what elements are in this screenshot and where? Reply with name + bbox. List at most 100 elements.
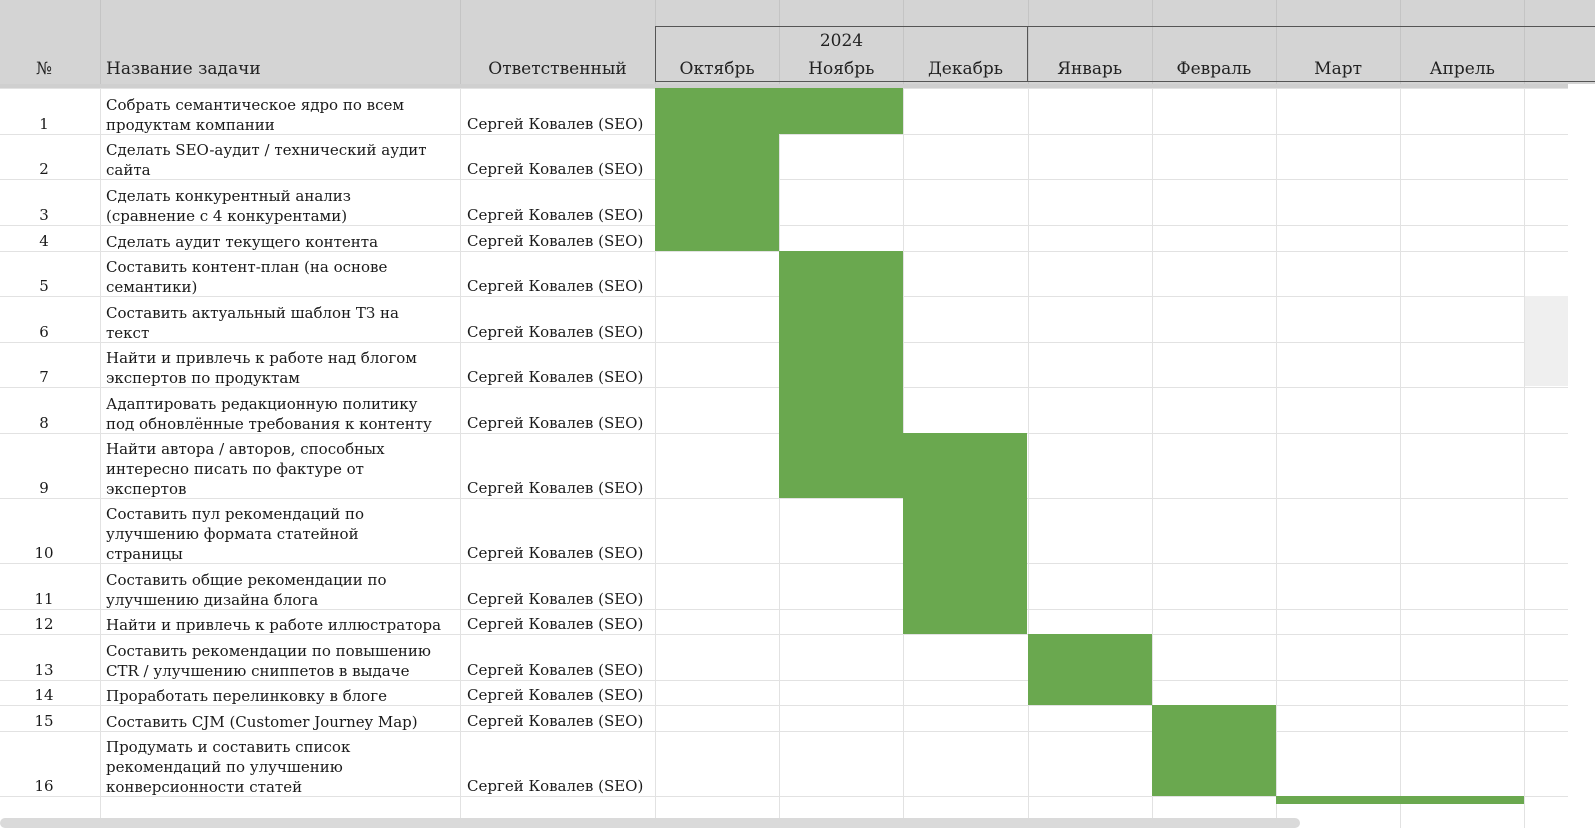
task-name-cell[interactable]: Сделать аудит текущего контента xyxy=(106,233,379,251)
row-number-cell[interactable]: 6 xyxy=(39,323,49,341)
owner-cell[interactable]: Сергей Ковалев (SEO) xyxy=(467,479,644,497)
gantt-bar xyxy=(1028,680,1152,705)
row-divider xyxy=(0,680,1568,681)
header-column-divider xyxy=(1400,0,1401,84)
month-header-2[interactable]: Ноябрь xyxy=(808,59,875,79)
gantt-bar xyxy=(655,134,779,179)
owner-cell[interactable]: Сергей Ковалев (SEO) xyxy=(467,368,644,386)
task-name-cell[interactable]: Сделать конкурентный анализ (сравнение с… xyxy=(106,187,351,225)
gantt-bar xyxy=(1028,634,1152,680)
gantt-bar xyxy=(779,296,903,342)
column-divider xyxy=(1400,88,1401,828)
gantt-bar xyxy=(655,225,779,251)
row-number-cell[interactable]: 2 xyxy=(39,160,49,178)
gantt-bar xyxy=(779,88,903,134)
row-number-cell[interactable]: 12 xyxy=(34,615,54,633)
row-number-cell[interactable]: 16 xyxy=(34,777,54,795)
row-divider xyxy=(0,796,1568,797)
row-divider xyxy=(0,134,1568,135)
column-divider xyxy=(655,88,656,828)
gantt-bar xyxy=(1400,796,1524,804)
task-name-cell[interactable]: Продумать и составить список рекомендаци… xyxy=(106,738,351,796)
task-name-cell[interactable]: Составить контент-план (на основе семант… xyxy=(106,258,388,296)
month-header-6[interactable]: Март xyxy=(1314,59,1363,79)
task-name-cell[interactable]: Составить актуальный шаблон ТЗ на текст xyxy=(106,304,399,342)
owner-cell[interactable]: Сергей Ковалев (SEO) xyxy=(467,115,644,133)
owner-cell[interactable]: Сергей Ковалев (SEO) xyxy=(467,590,644,608)
month-header-4[interactable]: Январь xyxy=(1057,59,1123,79)
task-name-cell[interactable]: Составить CJM (Customer Journey Map) xyxy=(106,713,418,731)
month-header-1[interactable]: Октябрь xyxy=(679,59,755,79)
col-header-task[interactable]: Название задачи xyxy=(106,59,261,79)
header-band xyxy=(0,0,1595,84)
gantt-bar xyxy=(779,433,903,498)
row-number-cell[interactable]: 13 xyxy=(34,661,54,679)
task-name-cell[interactable]: Найти автора / авторов, способных интере… xyxy=(106,440,385,498)
column-divider xyxy=(460,88,461,828)
gantt-bar xyxy=(779,387,903,433)
owner-cell[interactable]: Сергей Ковалев (SEO) xyxy=(467,712,644,730)
owner-cell[interactable]: Сергей Ковалев (SEO) xyxy=(467,277,644,295)
col-header-owner[interactable]: Ответственный xyxy=(488,59,627,79)
row-number-cell[interactable]: 3 xyxy=(39,206,49,224)
row-number-cell[interactable]: 8 xyxy=(39,414,49,432)
horizontal-scrollbar[interactable] xyxy=(0,818,1300,828)
month-header-3[interactable]: Декабрь xyxy=(927,59,1003,79)
owner-cell[interactable]: Сергей Ковалев (SEO) xyxy=(467,777,644,795)
gantt-bar xyxy=(779,342,903,387)
row-number-cell[interactable]: 7 xyxy=(39,368,49,386)
owner-cell[interactable]: Сергей Ковалев (SEO) xyxy=(467,206,644,224)
owner-cell[interactable]: Сергей Ковалев (SEO) xyxy=(467,686,644,704)
header-column-divider xyxy=(100,0,101,84)
row-divider xyxy=(0,225,1568,226)
gantt-bar xyxy=(1152,731,1276,796)
header-column-divider xyxy=(460,0,461,84)
row-number-cell[interactable]: 9 xyxy=(39,479,49,497)
task-name-cell[interactable]: Найти и привлечь к работе иллюстратора xyxy=(106,616,442,634)
owner-cell[interactable]: Сергей Ковалев (SEO) xyxy=(467,160,644,178)
gantt-bar xyxy=(1152,705,1276,731)
month-header-7[interactable]: Апрель xyxy=(1429,59,1495,79)
owner-cell[interactable]: Сергей Ковалев (SEO) xyxy=(467,615,644,633)
row-number-cell[interactable]: 4 xyxy=(39,232,49,250)
owner-cell[interactable]: Сергей Ковалев (SEO) xyxy=(467,661,644,679)
row-divider xyxy=(0,498,1568,499)
task-name-cell[interactable]: Составить пул рекомендаций по улучшению … xyxy=(106,505,364,563)
task-name-cell[interactable]: Составить рекомендации по повышению CTR … xyxy=(106,642,431,680)
task-name-cell[interactable]: Адаптировать редакционную политику под о… xyxy=(106,395,432,433)
gantt-bar xyxy=(1276,796,1400,804)
header-column-divider xyxy=(1276,0,1277,84)
task-name-cell[interactable]: Сделать SEO-аудит / технический аудит са… xyxy=(106,141,427,179)
owner-cell[interactable]: Сергей Ковалев (SEO) xyxy=(467,414,644,432)
row-divider xyxy=(0,563,1568,564)
row-number-cell[interactable]: 5 xyxy=(39,277,49,295)
row-number-cell[interactable]: 1 xyxy=(39,115,49,133)
task-name-cell[interactable]: Составить общие рекомендации по улучшени… xyxy=(106,571,387,609)
owner-cell[interactable]: Сергей Ковалев (SEO) xyxy=(467,544,644,562)
gantt-bar xyxy=(655,179,779,225)
owner-cell[interactable]: Сергей Ковалев (SEO) xyxy=(467,323,644,341)
task-name-cell[interactable]: Найти и привлечь к работе над блогом экс… xyxy=(106,349,417,387)
row-number-cell[interactable]: 15 xyxy=(34,712,54,730)
header-column-divider xyxy=(779,0,780,84)
task-name-cell[interactable]: Проработать перелинковку в блоге xyxy=(106,687,388,705)
column-divider xyxy=(1524,88,1525,828)
column-divider xyxy=(100,88,101,828)
header-column-divider xyxy=(903,0,904,84)
header-column-divider xyxy=(1152,0,1153,84)
row-number-cell[interactable]: 11 xyxy=(34,590,54,608)
shaded-cells xyxy=(1525,296,1568,386)
row-number-cell[interactable]: 10 xyxy=(34,544,54,562)
row-divider xyxy=(0,609,1568,610)
gantt-bar xyxy=(903,563,1027,609)
row-divider xyxy=(0,705,1568,706)
gantt-bar xyxy=(903,609,1027,634)
header-column-divider xyxy=(1028,0,1029,84)
row-number-cell[interactable]: 14 xyxy=(34,686,54,704)
month-header-5[interactable]: Февраль xyxy=(1176,59,1252,79)
owner-cell[interactable]: Сергей Ковалев (SEO) xyxy=(467,232,644,250)
year-label: 2024 xyxy=(819,31,864,51)
col-header-num[interactable]: № xyxy=(35,59,53,79)
task-name-cell[interactable]: Собрать семантическое ядро по всем проду… xyxy=(106,96,405,134)
